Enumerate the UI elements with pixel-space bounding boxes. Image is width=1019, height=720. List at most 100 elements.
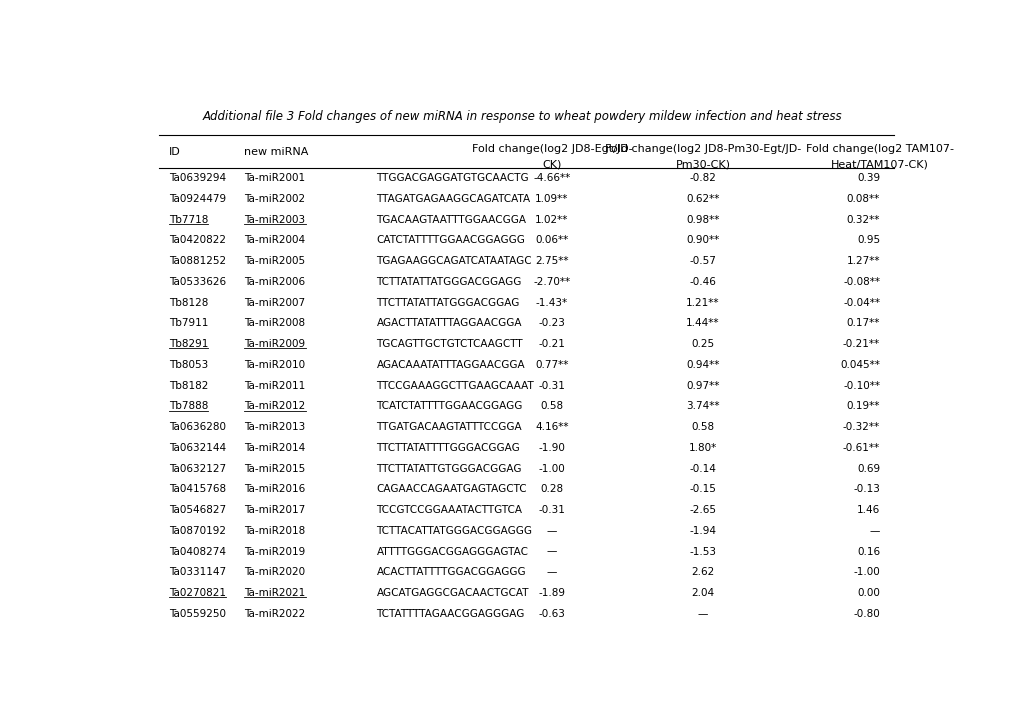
Text: 0.58: 0.58	[540, 402, 564, 411]
Text: -0.23: -0.23	[538, 318, 565, 328]
Text: CAGAACCAGAATGAGTAGCTC: CAGAACCAGAATGAGTAGCTC	[376, 485, 527, 495]
Text: Heat/TAM107-CK): Heat/TAM107-CK)	[830, 160, 928, 170]
Text: 0.77**: 0.77**	[535, 360, 569, 370]
Text: new miRNA: new miRNA	[245, 147, 309, 156]
Text: 0.08**: 0.08**	[846, 194, 879, 204]
Text: -1.90: -1.90	[538, 443, 565, 453]
Text: 2.62: 2.62	[691, 567, 714, 577]
Text: Ta-miR2010: Ta-miR2010	[245, 360, 306, 370]
Text: —: —	[546, 526, 556, 536]
Text: —: —	[546, 567, 556, 577]
Text: Ta-miR2012: Ta-miR2012	[245, 402, 306, 411]
Text: Ta0270821: Ta0270821	[168, 588, 225, 598]
Text: ACACTTATTTTGGACGGAGGG: ACACTTATTTTGGACGGAGGG	[376, 567, 526, 577]
Text: Ta0639294: Ta0639294	[168, 174, 225, 184]
Text: 0.25: 0.25	[691, 339, 714, 349]
Text: Ta-miR2014: Ta-miR2014	[245, 443, 306, 453]
Text: —: —	[697, 609, 707, 618]
Text: 0.94**: 0.94**	[686, 360, 719, 370]
Text: -1.89: -1.89	[538, 588, 565, 598]
Text: TCTTACATTATGGGACGGAGGG: TCTTACATTATGGGACGGAGGG	[376, 526, 532, 536]
Text: Ta-miR2004: Ta-miR2004	[245, 235, 306, 246]
Text: 4.16**: 4.16**	[535, 422, 569, 432]
Text: -4.66**: -4.66**	[533, 174, 570, 184]
Text: 0.98**: 0.98**	[686, 215, 719, 225]
Text: -0.10**: -0.10**	[843, 381, 879, 391]
Text: 0.045**: 0.045**	[840, 360, 879, 370]
Text: Ta0533626: Ta0533626	[168, 277, 225, 287]
Text: TCATCTATTTTGGAACGGAGG: TCATCTATTTTGGAACGGAGG	[376, 402, 523, 411]
Text: -0.14: -0.14	[689, 464, 715, 474]
Text: ID: ID	[168, 147, 180, 156]
Text: Ta-miR2021: Ta-miR2021	[245, 588, 306, 598]
Text: 0.06**: 0.06**	[535, 235, 568, 246]
Text: TCCGTCCGGAAATACTTGTCA: TCCGTCCGGAAATACTTGTCA	[376, 505, 522, 515]
Text: -0.63: -0.63	[538, 609, 565, 618]
Text: 1.27**: 1.27**	[846, 256, 879, 266]
Text: Ta-miR2006: Ta-miR2006	[245, 277, 306, 287]
Text: 2.04: 2.04	[691, 588, 714, 598]
Text: TTGGACGAGGATGTGCAACTG: TTGGACGAGGATGTGCAACTG	[376, 174, 529, 184]
Text: TTGATGACAAGTATTTCCGGA: TTGATGACAAGTATTTCCGGA	[376, 422, 522, 432]
Text: TTAGATGAGAAGGCAGATCATA: TTAGATGAGAAGGCAGATCATA	[376, 194, 530, 204]
Text: 0.28: 0.28	[540, 485, 564, 495]
Text: Ta0559250: Ta0559250	[168, 609, 225, 618]
Text: 3.74**: 3.74**	[686, 402, 719, 411]
Text: 0.69: 0.69	[856, 464, 879, 474]
Text: -0.21: -0.21	[538, 339, 565, 349]
Text: Tb8128: Tb8128	[168, 297, 208, 307]
Text: Fold change(log2 JD8-Pm30-Egt/JD-: Fold change(log2 JD8-Pm30-Egt/JD-	[604, 143, 800, 153]
Text: AGACAAATATTTAGGAACGGA: AGACAAATATTTAGGAACGGA	[376, 360, 525, 370]
Text: Ta-miR2005: Ta-miR2005	[245, 256, 306, 266]
Text: TCTATTTTAGAACGGAGGGAG: TCTATTTTAGAACGGAGGGAG	[376, 609, 525, 618]
Text: TTCTTATATTGTGGGACGGAG: TTCTTATATTGTGGGACGGAG	[376, 464, 522, 474]
Text: 0.19**: 0.19**	[846, 402, 879, 411]
Text: 0.39: 0.39	[856, 174, 879, 184]
Text: Ta-miR2008: Ta-miR2008	[245, 318, 306, 328]
Text: -0.32**: -0.32**	[842, 422, 879, 432]
Text: Ta-miR2018: Ta-miR2018	[245, 526, 306, 536]
Text: -0.82: -0.82	[689, 174, 715, 184]
Text: TTCTTATATTTTGGGACGGAG: TTCTTATATTTTGGGACGGAG	[376, 443, 520, 453]
Text: Ta-miR2003: Ta-miR2003	[245, 215, 306, 225]
Text: 1.44**: 1.44**	[686, 318, 719, 328]
Text: TGACAAGTAATTTGGAACGGA: TGACAAGTAATTTGGAACGGA	[376, 215, 526, 225]
Text: -0.46: -0.46	[689, 277, 715, 287]
Text: Ta0632127: Ta0632127	[168, 464, 225, 474]
Text: 0.62**: 0.62**	[686, 194, 719, 204]
Text: Ta0632144: Ta0632144	[168, 443, 225, 453]
Text: Ta0924479: Ta0924479	[168, 194, 225, 204]
Text: -1.53: -1.53	[689, 546, 715, 557]
Text: -0.31: -0.31	[538, 381, 565, 391]
Text: 2.75**: 2.75**	[535, 256, 569, 266]
Text: Pm30-CK): Pm30-CK)	[675, 160, 730, 170]
Text: TGAGAAGGCAGATCATAATAGC: TGAGAAGGCAGATCATAATAGC	[376, 256, 532, 266]
Text: -1.00: -1.00	[538, 464, 565, 474]
Text: Fold change(log2 TAM107-: Fold change(log2 TAM107-	[805, 143, 953, 153]
Text: Ta-miR2015: Ta-miR2015	[245, 464, 306, 474]
Text: 1.02**: 1.02**	[535, 215, 569, 225]
Text: Additional file 3 Fold changes of new miRNA in response to wheat powdery mildew : Additional file 3 Fold changes of new mi…	[203, 110, 842, 123]
Text: TGCAGTTGCTGTCTCAAGCTT: TGCAGTTGCTGTCTCAAGCTT	[376, 339, 523, 349]
Text: Ta0881252: Ta0881252	[168, 256, 225, 266]
Text: -0.61**: -0.61**	[842, 443, 879, 453]
Text: Ta0415768: Ta0415768	[168, 485, 225, 495]
Text: Ta-miR2013: Ta-miR2013	[245, 422, 306, 432]
Text: Ta-miR2019: Ta-miR2019	[245, 546, 306, 557]
Text: —: —	[546, 546, 556, 557]
Text: AGACTTATATTTAGGAACGGA: AGACTTATATTTAGGAACGGA	[376, 318, 522, 328]
Text: -2.70**: -2.70**	[533, 277, 570, 287]
Text: -0.04**: -0.04**	[843, 297, 879, 307]
Text: 0.17**: 0.17**	[846, 318, 879, 328]
Text: 1.09**: 1.09**	[535, 194, 569, 204]
Text: 0.90**: 0.90**	[686, 235, 718, 246]
Text: Tb8291: Tb8291	[168, 339, 208, 349]
Text: Ta-miR2016: Ta-miR2016	[245, 485, 306, 495]
Text: Tb7718: Tb7718	[168, 215, 208, 225]
Text: Ta-miR2002: Ta-miR2002	[245, 194, 306, 204]
Text: -0.57: -0.57	[689, 256, 715, 266]
Text: -0.80: -0.80	[853, 609, 879, 618]
Text: Tb8053: Tb8053	[168, 360, 208, 370]
Text: Tb8182: Tb8182	[168, 381, 208, 391]
Text: AGCATGAGGCGACAACTGCAT: AGCATGAGGCGACAACTGCAT	[376, 588, 529, 598]
